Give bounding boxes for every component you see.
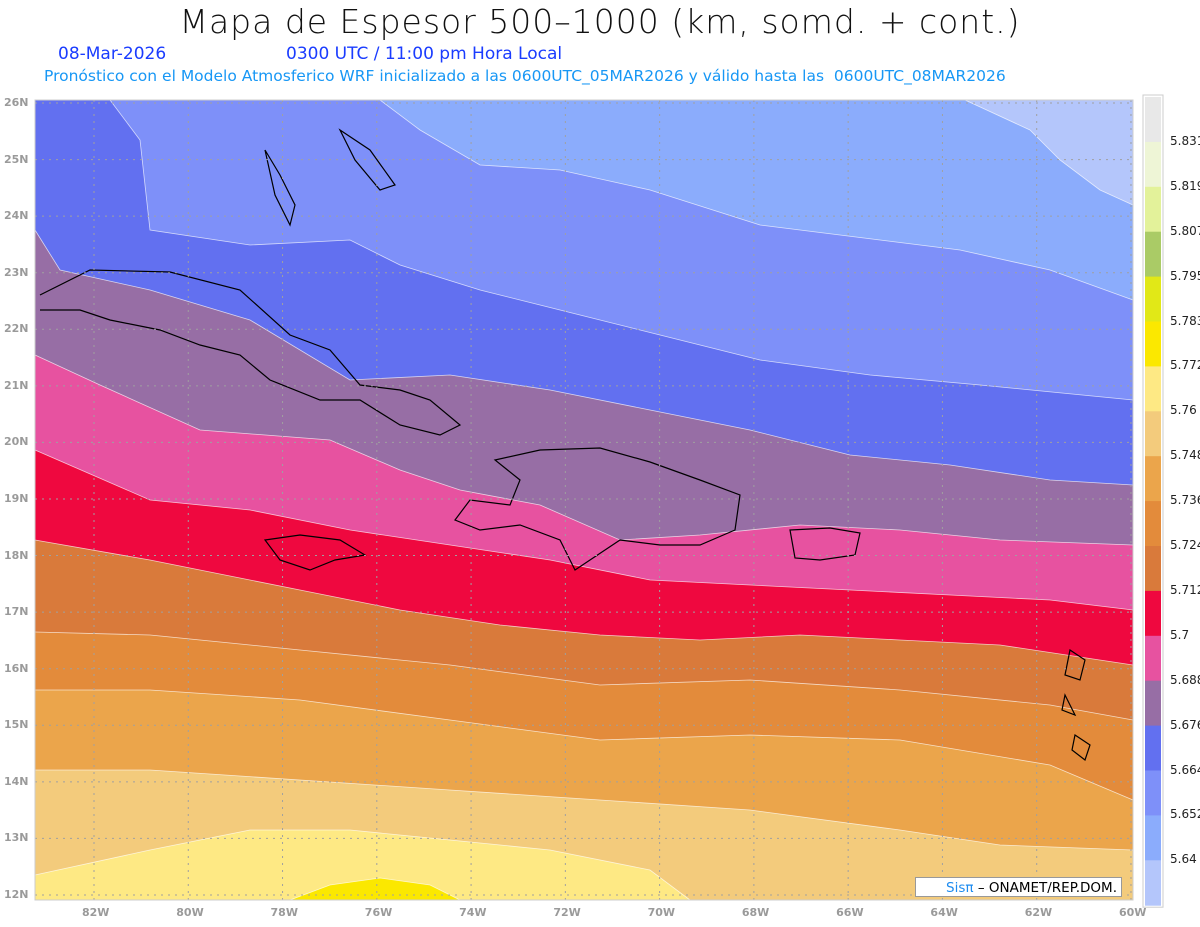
contour-line: [34, 539, 1134, 666]
lat-label: 13N: [4, 831, 29, 845]
lon-label: 80W: [176, 906, 204, 919]
colorbar-label: 5.736: [1170, 493, 1200, 508]
colorbar-label: 5.831: [1170, 133, 1200, 148]
band-5.76: [35, 830, 690, 900]
colorbar-label: 5.7: [1170, 627, 1190, 642]
credit-text: – ONAMET/REP.DOM.: [973, 880, 1117, 896]
contour-line: [34, 354, 1134, 546]
colorbar-label: 5.748: [1170, 448, 1200, 463]
coastline: [264, 149, 296, 227]
colorbar-swatch: [1145, 860, 1161, 906]
contour-line: [289, 877, 461, 901]
colorbar-swatch: [1145, 501, 1161, 547]
lon-label: 68W: [741, 906, 770, 919]
lon-label: 74W: [459, 906, 487, 919]
colorbar-swatch: [1145, 635, 1161, 682]
lat-label: 24N: [4, 209, 29, 223]
coastline: [39, 269, 462, 436]
coastline: [1071, 734, 1091, 761]
map-title: Mapa de Espesor 500–1000 (km, somd. + co…: [179, 2, 1021, 41]
colorbar-swatch: [1145, 680, 1161, 727]
coastline: [789, 527, 861, 561]
lat-label: 18N: [4, 548, 29, 562]
colorbar-swatch: [1145, 141, 1161, 188]
contour-line: [379, 99, 1134, 301]
lon-label: 66W: [836, 906, 864, 919]
contour-line: [964, 99, 1134, 206]
colorbar-label: 5.664: [1170, 762, 1200, 777]
colorbar-label: 5.688: [1170, 672, 1200, 687]
colorbar-swatch: [1145, 815, 1161, 861]
colorbar-swatch: [1145, 411, 1161, 457]
colorbar-label: 5.652: [1170, 807, 1200, 822]
colorbar-swatch: [1145, 231, 1161, 278]
lon-label: 60W: [1118, 906, 1147, 919]
colorbar-label: 5.795: [1170, 268, 1200, 283]
contour-line: [109, 99, 1134, 401]
lat-label: 16N: [4, 661, 29, 675]
lon-label: 62W: [1024, 906, 1053, 919]
lon-label: 82W: [82, 906, 110, 919]
colorbar-swatch: [1145, 276, 1161, 322]
colorbar-label: 5.712: [1170, 582, 1200, 597]
coastline: [338, 128, 396, 191]
lon-label: 70W: [647, 906, 676, 919]
coastline: [1061, 693, 1077, 717]
coastline: [454, 447, 741, 571]
lat-label: 22N: [4, 322, 29, 336]
lat-label: 21N: [4, 378, 29, 392]
colorbar-label: 5.772: [1170, 358, 1200, 373]
colorbar-swatch: [1145, 546, 1161, 592]
coastline: [263, 534, 367, 571]
lon-label: 72W: [553, 906, 581, 919]
credit-box: Sisπ – ONAMET/REP.DOM.: [915, 877, 1122, 897]
lat-label: 17N: [4, 605, 29, 619]
lat-label: 26N: [4, 96, 29, 109]
contour-line: [34, 449, 1134, 611]
lon-label: 64W: [930, 906, 958, 919]
contour-line: [34, 229, 1134, 486]
forecast-info: Pronóstico con el Modelo Atmosferico WRF…: [44, 67, 1006, 85]
lat-label: 15N: [4, 718, 29, 732]
colorbar-label: 5.807: [1170, 223, 1200, 238]
colorbar-label: 5.64: [1170, 852, 1197, 867]
colorbar-label: 5.676: [1170, 717, 1200, 732]
colorbar-swatch: [1145, 321, 1161, 367]
lat-label: 12N: [4, 887, 29, 901]
lat-label: 14N: [4, 774, 29, 788]
lon-label: 78W: [270, 906, 298, 919]
colorbar-swatch: [1145, 186, 1161, 233]
sispi-logo: Sisπ: [946, 880, 974, 896]
colorbar-label: 5.724: [1170, 538, 1200, 552]
valid-date: 08-Mar-2026: [58, 44, 167, 64]
colorbar-label: 5.783: [1170, 313, 1200, 328]
lat-label: 23N: [4, 265, 29, 279]
colorbar-swatch: [1145, 590, 1161, 637]
colorbar-label: 5.819: [1170, 178, 1200, 193]
valid-time: 0300 UTC / 11:00 pm Hora Local: [286, 44, 563, 64]
contour-line: [34, 829, 691, 901]
lat-label: 20N: [4, 435, 29, 449]
contour-line: [35, 769, 1134, 851]
band-5.772: [35, 878, 460, 900]
colorbar-swatch: [1145, 456, 1161, 502]
lon-label: 76W: [364, 906, 393, 919]
contour-line: [35, 689, 1134, 801]
contour-line: [34, 631, 1134, 721]
lat-label: 19N: [4, 491, 29, 505]
lat-label: 25N: [4, 152, 29, 166]
colorbar-swatch: [1145, 366, 1161, 412]
colorbar-swatch: [1145, 97, 1161, 143]
map-frame: [34, 99, 1134, 901]
colorbar-swatch: [1145, 725, 1161, 771]
colorbar-swatch: [1145, 770, 1161, 816]
colorbar-label: 5.76: [1170, 403, 1197, 418]
coastline: [1064, 649, 1086, 681]
